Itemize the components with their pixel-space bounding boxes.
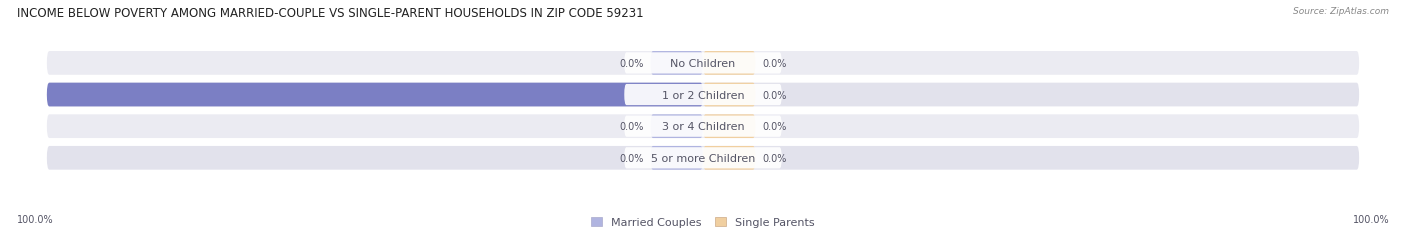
- Text: Source: ZipAtlas.com: Source: ZipAtlas.com: [1294, 7, 1389, 16]
- Text: 0.0%: 0.0%: [620, 59, 644, 69]
- Text: 0.0%: 0.0%: [762, 59, 786, 69]
- Text: INCOME BELOW POVERTY AMONG MARRIED-COUPLE VS SINGLE-PARENT HOUSEHOLDS IN ZIP COD: INCOME BELOW POVERTY AMONG MARRIED-COUPL…: [17, 7, 644, 20]
- FancyBboxPatch shape: [46, 52, 1360, 76]
- Text: 0.0%: 0.0%: [762, 122, 786, 132]
- FancyBboxPatch shape: [46, 115, 1360, 138]
- FancyBboxPatch shape: [46, 83, 703, 107]
- FancyBboxPatch shape: [624, 53, 782, 74]
- FancyBboxPatch shape: [703, 52, 755, 76]
- FancyBboxPatch shape: [651, 115, 703, 138]
- FancyBboxPatch shape: [651, 146, 703, 170]
- FancyBboxPatch shape: [703, 115, 755, 138]
- Text: 3 or 4 Children: 3 or 4 Children: [662, 122, 744, 132]
- FancyBboxPatch shape: [624, 85, 782, 106]
- FancyBboxPatch shape: [703, 146, 755, 170]
- FancyBboxPatch shape: [624, 116, 782, 137]
- Legend: Married Couples, Single Parents: Married Couples, Single Parents: [592, 217, 814, 227]
- Text: 100.0%: 100.0%: [1353, 214, 1389, 224]
- Text: 5 or more Children: 5 or more Children: [651, 153, 755, 163]
- Text: 0.0%: 0.0%: [762, 90, 786, 100]
- Text: 0.0%: 0.0%: [620, 153, 644, 163]
- Text: 0.0%: 0.0%: [620, 122, 644, 132]
- Text: 100.0%: 100.0%: [17, 214, 53, 224]
- Text: 0.0%: 0.0%: [762, 153, 786, 163]
- Text: 100.0%: 100.0%: [0, 90, 37, 100]
- Text: 1 or 2 Children: 1 or 2 Children: [662, 90, 744, 100]
- FancyBboxPatch shape: [651, 52, 703, 76]
- Text: No Children: No Children: [671, 59, 735, 69]
- FancyBboxPatch shape: [624, 148, 782, 169]
- FancyBboxPatch shape: [46, 146, 1360, 170]
- FancyBboxPatch shape: [46, 83, 1360, 107]
- FancyBboxPatch shape: [703, 83, 755, 107]
